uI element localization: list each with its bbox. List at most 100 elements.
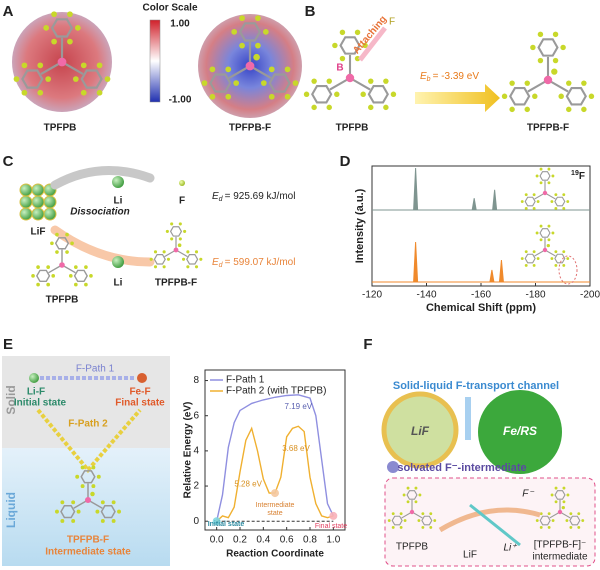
fluorine bbox=[577, 525, 581, 529]
ring bbox=[565, 87, 587, 106]
ring bbox=[50, 18, 74, 38]
fluorine bbox=[551, 68, 558, 75]
fluorine bbox=[547, 167, 551, 171]
legend-label: F-Path 1 bbox=[226, 375, 265, 386]
energy-value: = 599.07 kJ/mol bbox=[225, 257, 296, 268]
ring bbox=[238, 22, 262, 42]
fluorine bbox=[509, 106, 515, 113]
axis-title: Intensity (a.u.) bbox=[354, 188, 366, 263]
ring bbox=[421, 515, 433, 526]
fluorine bbox=[520, 200, 524, 203]
fluorine bbox=[233, 80, 240, 86]
fluorine bbox=[67, 38, 73, 45]
fluorine bbox=[80, 484, 85, 489]
ring bbox=[524, 253, 536, 264]
boron bbox=[557, 509, 563, 515]
molecule bbox=[149, 222, 203, 269]
fluorine bbox=[199, 257, 203, 261]
lattice-atom bbox=[31, 183, 45, 197]
fluorine bbox=[530, 44, 536, 51]
fluorine bbox=[90, 491, 95, 497]
fluorine bbox=[332, 42, 338, 49]
fluorine bbox=[566, 200, 570, 203]
ring bbox=[539, 171, 551, 181]
molecule bbox=[387, 486, 437, 529]
label: LiF bbox=[411, 424, 430, 438]
fluorine bbox=[91, 465, 96, 470]
label: TPFPB bbox=[336, 123, 369, 134]
ring bbox=[186, 254, 199, 265]
fluorine bbox=[100, 500, 105, 505]
fluorine bbox=[194, 265, 199, 269]
fluorine bbox=[111, 519, 116, 523]
label: Intermediate bbox=[256, 502, 295, 509]
fluorine bbox=[406, 486, 410, 490]
state-marker bbox=[271, 489, 279, 498]
fluorine bbox=[239, 15, 245, 22]
panel-label: B bbox=[305, 3, 316, 20]
fluorine bbox=[421, 525, 425, 529]
x-tick-label: -120 bbox=[362, 290, 382, 301]
arrow bbox=[50, 225, 155, 267]
y-tick-label: 4 bbox=[193, 446, 199, 457]
label: Li-F bbox=[27, 387, 45, 398]
label: F-Path 1 bbox=[76, 364, 115, 375]
label: Final state bbox=[315, 523, 347, 530]
nucleus-symbol: F bbox=[579, 171, 585, 182]
fluorine bbox=[51, 11, 57, 18]
fluorine bbox=[554, 250, 558, 254]
fluorine bbox=[501, 93, 508, 100]
ring bbox=[539, 515, 551, 526]
peak bbox=[413, 167, 419, 211]
arrow bbox=[50, 166, 155, 190]
fluorine bbox=[383, 78, 389, 84]
fluorine bbox=[547, 525, 551, 529]
fluorine bbox=[45, 76, 52, 82]
fluorine bbox=[552, 31, 559, 38]
axis-title: Chemical Shift (ppm) bbox=[426, 302, 536, 314]
fluorine bbox=[390, 91, 397, 98]
fluorine bbox=[71, 500, 76, 505]
panel-label: A bbox=[3, 3, 14, 20]
fe-atom bbox=[137, 373, 147, 383]
ring bbox=[554, 196, 566, 207]
fluorine bbox=[383, 104, 389, 111]
fers-particle bbox=[478, 390, 562, 474]
fluorine bbox=[554, 193, 558, 197]
boron bbox=[245, 61, 255, 71]
energy-value: = -3.39 eV bbox=[433, 71, 480, 82]
fluorine bbox=[406, 500, 410, 504]
plot-frame bbox=[204, 369, 346, 531]
label: LiF bbox=[463, 550, 477, 561]
label: TPFPB-F bbox=[229, 123, 271, 134]
fluorine bbox=[89, 274, 93, 278]
boron bbox=[59, 262, 65, 268]
fluorine bbox=[537, 31, 544, 38]
fluorine bbox=[70, 241, 74, 246]
ring bbox=[60, 505, 76, 519]
label: [TPFPB-F]⁻ bbox=[534, 540, 587, 551]
fluorine bbox=[60, 519, 65, 523]
x-tick-label: -200 bbox=[580, 290, 600, 301]
fluorine bbox=[554, 500, 558, 504]
label: F-Path 2 bbox=[68, 419, 108, 430]
fluorine bbox=[36, 265, 40, 269]
fluorine bbox=[326, 104, 332, 111]
fluorine bbox=[552, 57, 559, 64]
fluorine bbox=[551, 231, 555, 235]
x-tick-label: -180 bbox=[525, 290, 545, 301]
fluorine bbox=[414, 500, 418, 504]
fluorine bbox=[588, 93, 595, 100]
fluorine bbox=[433, 519, 437, 522]
peak bbox=[498, 259, 504, 283]
fluorine bbox=[153, 265, 158, 269]
fluorine bbox=[429, 525, 433, 529]
boron bbox=[542, 247, 548, 253]
fluorine bbox=[311, 78, 317, 84]
peak bbox=[489, 269, 495, 283]
lif-particle bbox=[381, 391, 459, 469]
fluorine bbox=[65, 250, 69, 254]
nucleus-mass: 19 bbox=[571, 170, 579, 177]
fluorine bbox=[284, 66, 291, 73]
fluorine bbox=[354, 55, 361, 62]
